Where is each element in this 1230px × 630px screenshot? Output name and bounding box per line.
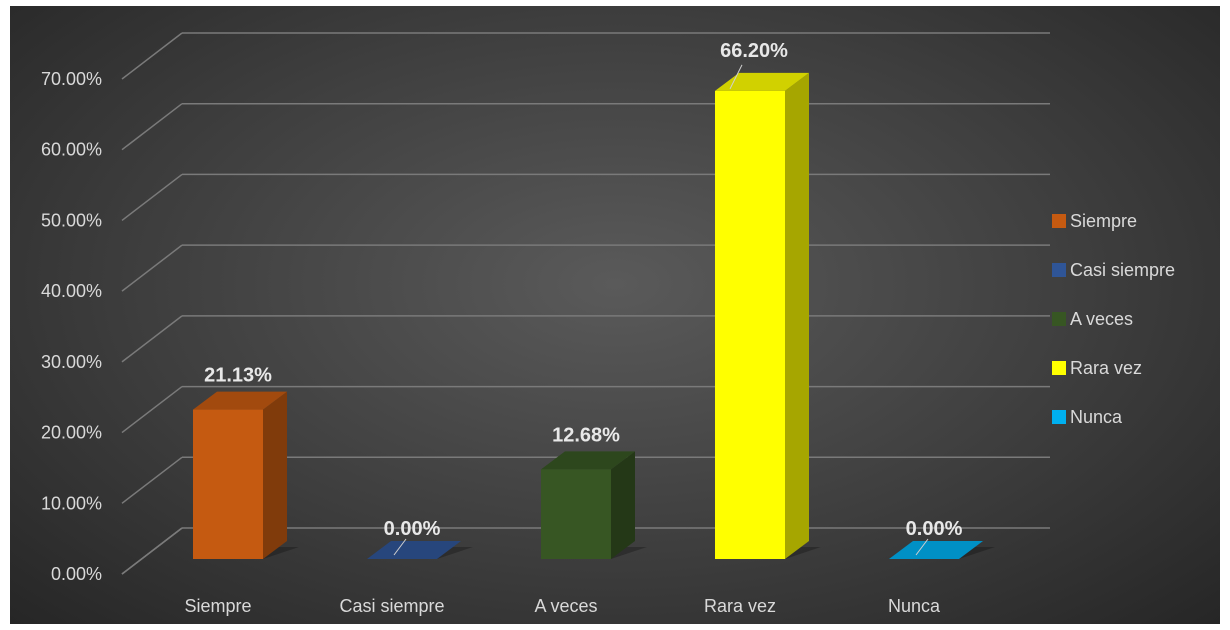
data-label: 0.00% [384, 518, 441, 540]
category-label: Casi siempre [339, 596, 444, 616]
gridline-diagonal [121, 173, 183, 222]
gridline-diagonal [121, 32, 183, 80]
bar-top-face [541, 451, 635, 470]
bar-top-face [715, 72, 809, 91]
gridline-diagonal [121, 456, 183, 504]
y-tick-label: 70.00% [41, 69, 102, 89]
y-tick-label: 0.00% [51, 564, 102, 584]
bar-front-face [715, 90, 785, 559]
data-label: 12.68% [552, 424, 620, 446]
data-label: 66.20% [720, 40, 788, 62]
data-label-leader [915, 538, 929, 556]
data-label: 0.00% [906, 518, 963, 540]
legend-label: Siempre [1070, 211, 1137, 231]
category-label: Nunca [888, 596, 941, 616]
gridline-diagonal [121, 103, 183, 151]
bar-side-face [611, 451, 635, 559]
bar-front-face [193, 409, 263, 559]
category-label: Rara vez [704, 596, 776, 616]
category-label: Siempre [184, 596, 251, 616]
chart-area: 0.00% 10.00% 20.00% 30.00% 40.00% 50.00% 60.00… [10, 6, 1220, 624]
y-tick-label: 50.00% [41, 210, 102, 230]
bar-top-face [367, 541, 461, 559]
y-tick-label: 60.00% [41, 140, 102, 160]
bar-side-face [785, 72, 809, 559]
legend-label: Casi siempre [1070, 260, 1175, 280]
data-label: 21.13% [204, 365, 272, 387]
gridline-diagonal [121, 385, 183, 434]
bar-top-face [193, 391, 287, 410]
y-tick-label: 10.00% [41, 493, 102, 513]
data-label-leader [393, 538, 407, 556]
y-tick-label: 30.00% [41, 352, 102, 372]
legend-label: A veces [1070, 309, 1133, 329]
legend-swatch [1052, 312, 1066, 326]
legend-swatch [1052, 361, 1066, 375]
data-label-leader [729, 64, 743, 90]
y-tick-label: 20.00% [41, 423, 102, 443]
gridline-diagonal [121, 315, 183, 363]
bar-top-face [889, 541, 983, 559]
gridline-diagonal [121, 244, 183, 292]
bar-front-face [541, 469, 611, 559]
legend-swatch [1052, 410, 1066, 424]
legend-swatch [1052, 214, 1066, 228]
gridline-diagonal [121, 527, 183, 575]
bar-side-face [263, 391, 287, 559]
legend-label: Nunca [1070, 407, 1123, 427]
category-label: A veces [534, 596, 597, 616]
legend-label: Rara vez [1070, 358, 1142, 378]
legend-swatch [1052, 263, 1066, 277]
y-tick-label: 40.00% [41, 281, 102, 301]
bar-chart: 0.00% 10.00% 20.00% 30.00% 40.00% 50.00% 60.00… [41, 32, 1175, 616]
